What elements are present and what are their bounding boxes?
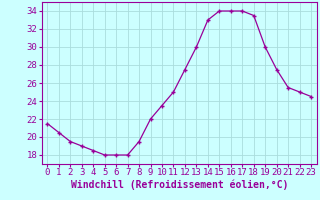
X-axis label: Windchill (Refroidissement éolien,°C): Windchill (Refroidissement éolien,°C) [70,180,288,190]
